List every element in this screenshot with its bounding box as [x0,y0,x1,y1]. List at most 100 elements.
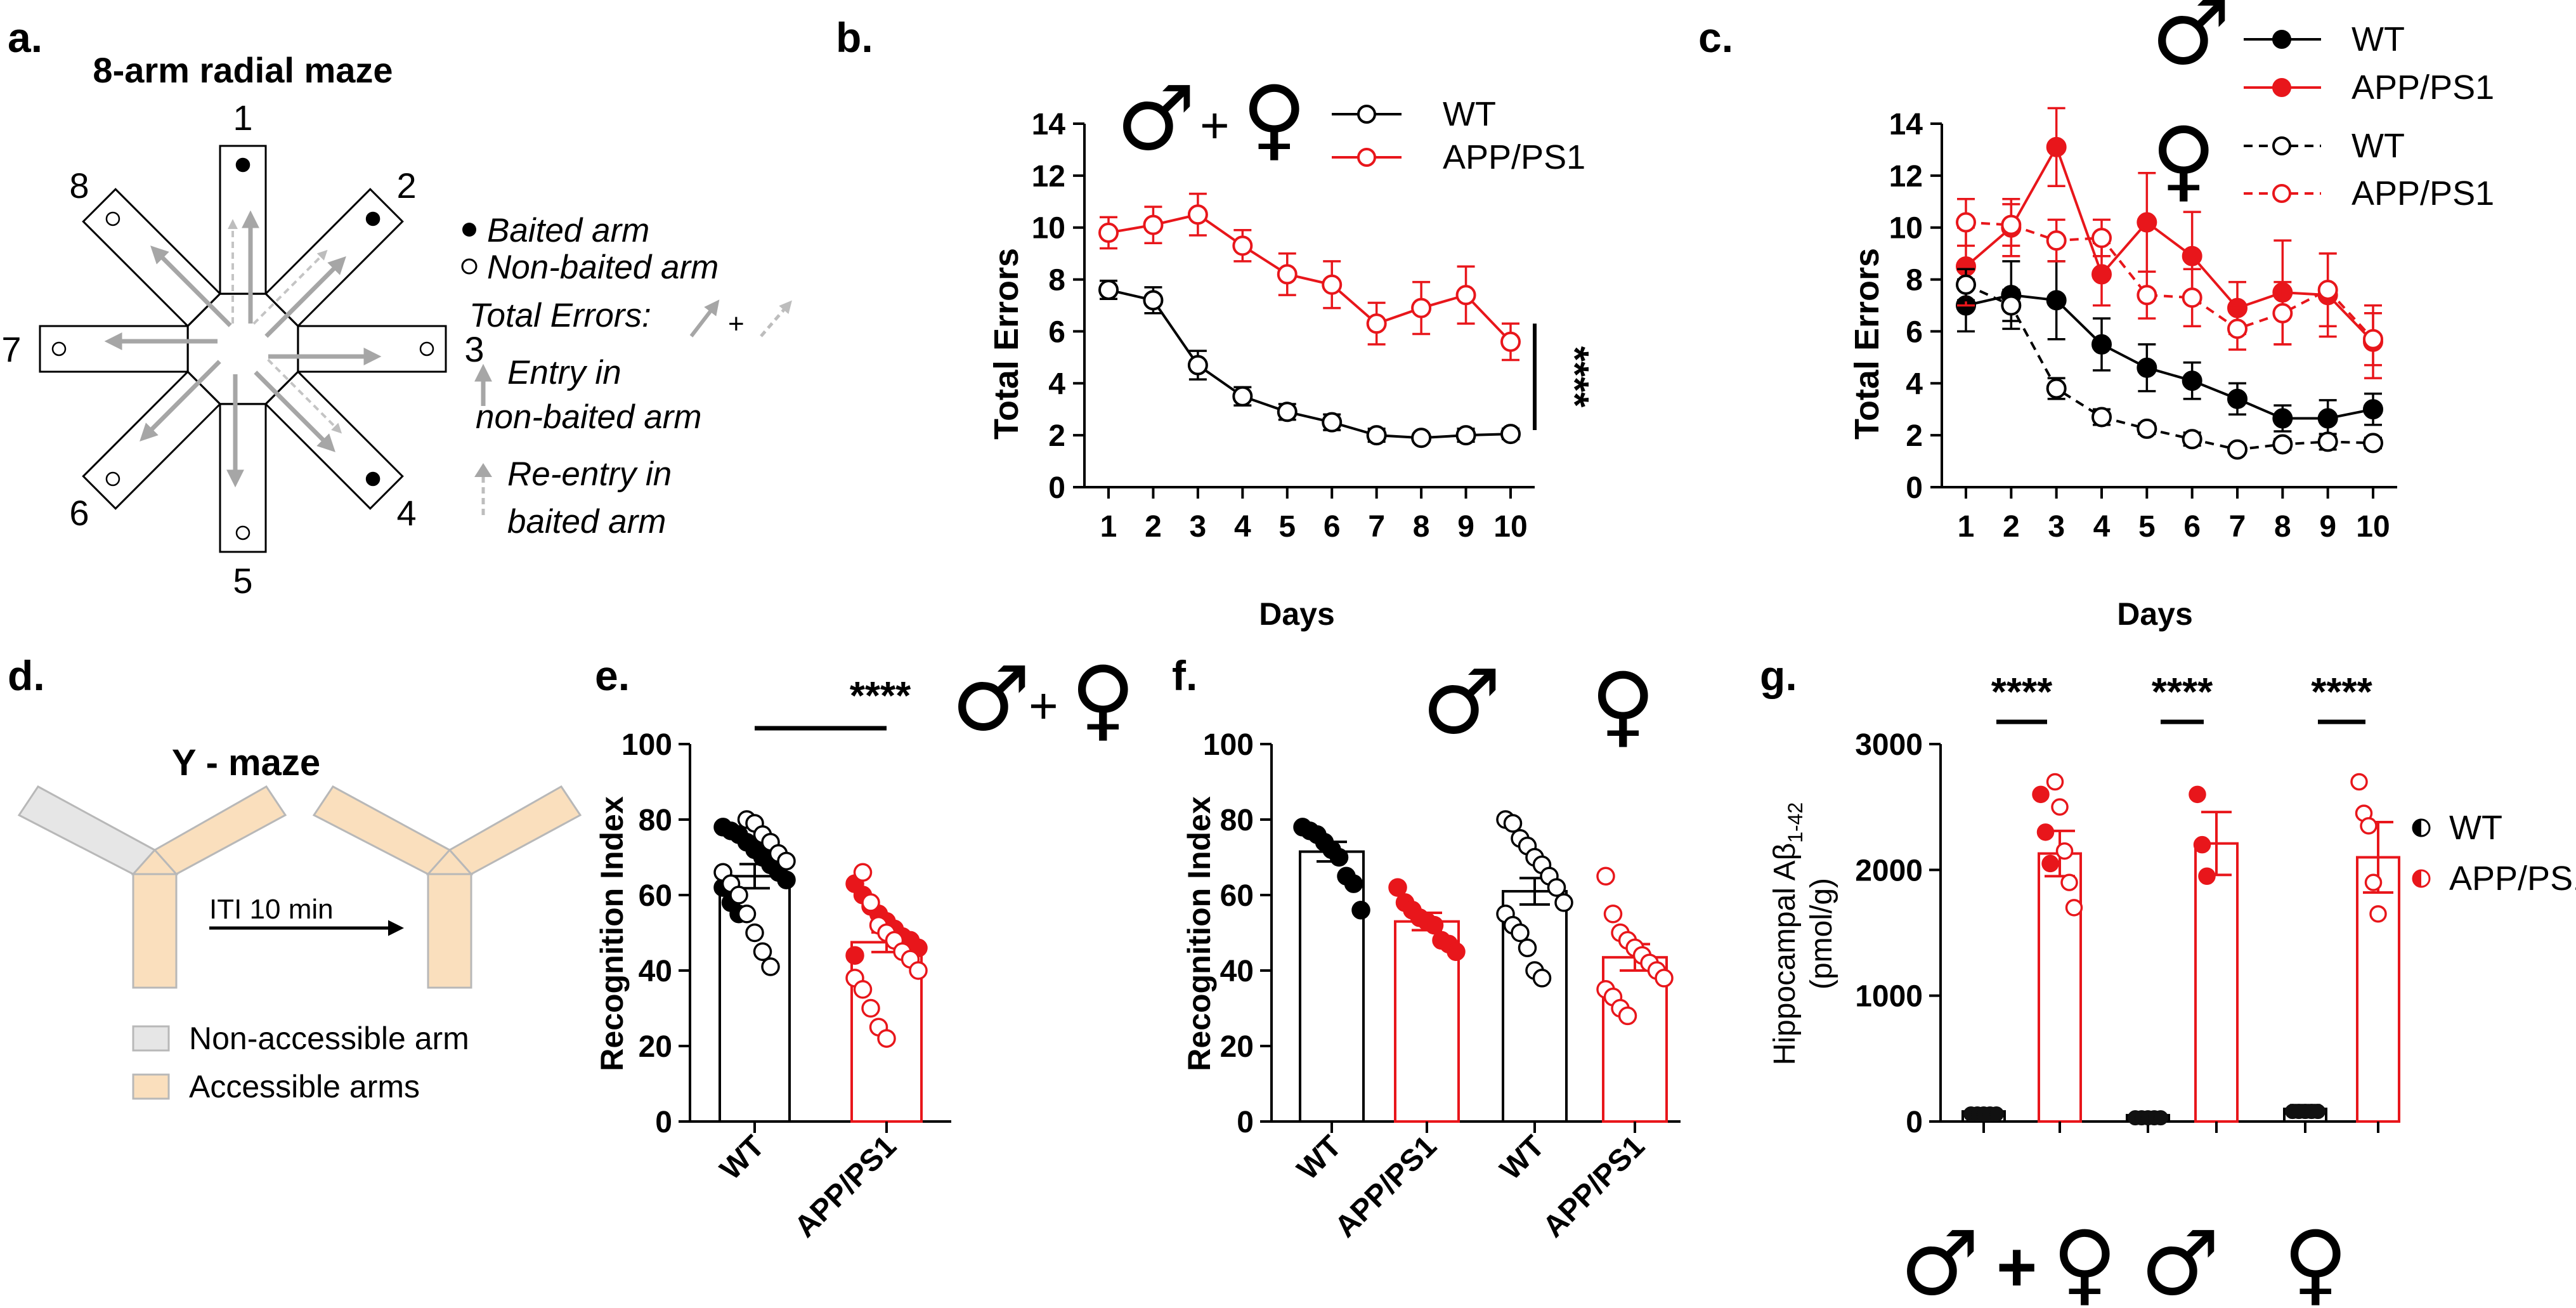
plus-symbol: + [1996,1228,2037,1306]
legend-marker [2412,818,2431,837]
x-tick-label: 2 [2003,510,2020,544]
data-point [1388,878,1407,897]
data-point [1532,969,1552,988]
male-symbol-icon: ♂ [1116,67,1196,171]
chart-b-xlabel: Days [1259,596,1335,632]
data-point [2227,318,2247,339]
y-tick-label: 80 [639,804,672,837]
data-point [2046,290,2067,311]
panel-c-letter: c. [1698,14,1733,61]
baited-dot-icon [365,471,381,487]
data-point [1322,412,1343,433]
data-point [2036,823,2055,841]
data-point [2091,264,2112,285]
chart-g-ylabel-main: Hippocampal Aβ [1768,843,1802,1065]
data-point [2369,905,2387,923]
female-symbol-icon: ♀ [2052,1212,2117,1308]
data-point [1511,923,1530,943]
data-point [2046,773,2064,791]
data-point [2317,279,2338,300]
chart-e: 0 20 40 60 80 100 WT APP/PS1 **** [621,674,951,1244]
nonbaited-dot-icon [105,471,120,487]
data-point [1455,425,1476,446]
data-point [1098,279,1119,300]
data-point [2182,370,2202,391]
data-point [1329,847,1349,867]
legend-entry-1: Entry in [507,354,621,391]
x-tick-label: 10 [2356,510,2390,544]
data-point [1366,425,1387,446]
legend-marker [1357,148,1376,167]
y-tick-label: 6 [1906,315,1923,349]
reentry-arrow-icon [760,300,792,337]
data-point [2091,407,2112,428]
female-symbol-icon: ♀ [1242,67,1307,171]
y-tick-label: 2 [1906,419,1923,453]
nonaccessible-swatch [132,1025,170,1052]
legend-reentry-2: baited arm [507,503,666,540]
male-symbol-icon: ♂ [1422,651,1502,754]
x-tick-label: APP/PS1 [1537,1129,1651,1244]
y-tick-label: 1000 [1855,980,1923,1014]
male-symbol-icon: ♂ [951,648,1031,751]
legend-total-errors: Total Errors: [469,297,651,334]
y-tick-label: 10 [1032,212,1065,245]
chart-e-ylabel: Recognition Index [594,796,630,1071]
entry-arrow-icon [140,360,221,441]
significance-label: **** [1991,670,2053,714]
x-tick-label: 2 [1145,510,1162,544]
reentry-arrow-icon [252,249,328,325]
series-line [1108,288,1511,440]
y-tick-label: 40 [639,955,672,988]
reentry-arrowhead-icon [474,463,492,477]
y-tick-label: 0 [1906,471,1923,505]
nonbaited-dot-icon [235,525,250,540]
data-point [1989,1106,2004,1122]
arm-number: 2 [397,166,417,206]
data-point [877,1029,896,1048]
bar [2038,852,2082,1123]
data-point [2363,329,2383,350]
arm-number: 7 [1,329,21,369]
male-symbol-icon: ♂ [2140,1212,2220,1308]
legend-label: APP/PS1 [2352,69,2494,107]
data-point [2182,429,2202,450]
data-point [1447,942,1466,961]
y-tick-label: 2000 [1855,854,1923,887]
panel-f-letter: f. [1172,652,1197,699]
nonbaited-dot-icon [51,341,67,356]
x-tick-label: APP/PS1 [788,1129,903,1244]
data-point [1655,969,1674,988]
legend-label: APP/PS1 [2352,174,2494,213]
data-point [745,923,764,943]
data-point [1232,386,1253,407]
y-tick-label: 3000 [1855,728,1923,762]
y-tick-label: 0 [1906,1106,1923,1139]
data-point [1232,235,1253,256]
data-point [1455,285,1476,306]
x-tick-label: 5 [2138,510,2156,544]
data-point [2055,842,2074,860]
x-tick-label: 9 [1457,510,1474,544]
data-point [1411,428,1432,448]
data-point [1956,212,1976,233]
y-tick-label: 0 [1237,1106,1254,1139]
legend-marker [1357,105,1376,124]
data-point [2182,287,2202,308]
legend-label: APP/PS1 [1443,138,1585,176]
data-point [777,851,796,871]
chart-g-ylabel: Hippocampal Aβ1-42 [1768,802,1807,1066]
data-point [1143,290,1164,311]
arm-number: 5 [233,561,252,601]
legend-label: WT [2352,20,2405,58]
x-tick-label: 7 [2229,510,2246,544]
nonbaited-dot-icon [105,211,120,226]
x-tick-label: 6 [1324,510,1341,544]
bar [2194,842,2239,1123]
female-symbol-icon: ♀ [1070,648,1136,751]
reentry-arrow-icon [267,358,342,434]
arm-number: 6 [69,493,89,533]
x-tick-label: 1 [1958,510,1975,544]
legend-marker [2412,869,2431,888]
